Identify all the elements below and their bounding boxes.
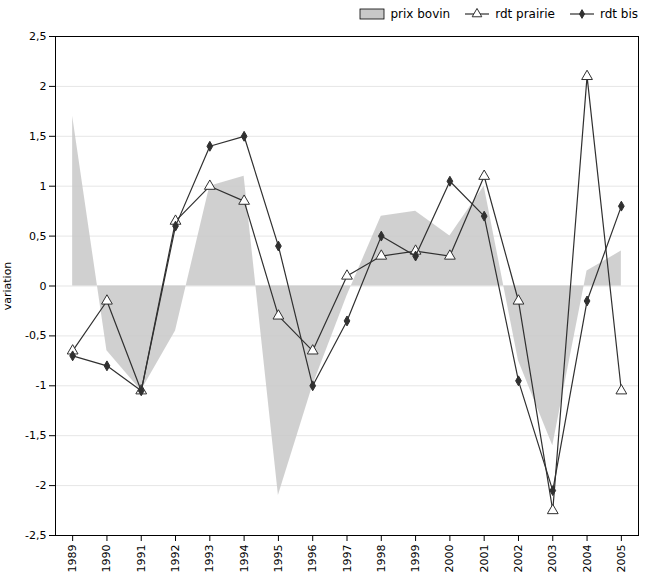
svg-text:1992: 1992 xyxy=(169,545,182,573)
svg-text:1,5: 1,5 xyxy=(29,130,47,143)
svg-text:2,5: 2,5 xyxy=(29,30,47,43)
svg-text:-2: -2 xyxy=(36,479,47,492)
svg-text:variation: variation xyxy=(1,262,14,311)
svg-text:1998: 1998 xyxy=(375,545,388,573)
svg-text:2001: 2001 xyxy=(478,545,491,573)
svg-text:1993: 1993 xyxy=(203,545,216,573)
svg-text:-0,5: -0,5 xyxy=(25,329,46,342)
svg-text:1996: 1996 xyxy=(306,545,319,573)
svg-text:2004: 2004 xyxy=(581,545,594,573)
svg-text:2000: 2000 xyxy=(443,545,456,573)
svg-text:-2,5: -2,5 xyxy=(25,529,46,542)
svg-text:1989: 1989 xyxy=(66,545,79,573)
svg-text:2005: 2005 xyxy=(615,545,628,573)
svg-text:1991: 1991 xyxy=(135,545,148,573)
svg-text:0,5: 0,5 xyxy=(29,230,47,243)
svg-text:-1: -1 xyxy=(36,379,47,392)
svg-text:0: 0 xyxy=(40,280,47,293)
html-text:prix bovin: prix bovin xyxy=(390,7,451,21)
svg-text:1999: 1999 xyxy=(409,545,422,573)
svg-text:-1,5: -1,5 xyxy=(25,429,46,442)
svg-text:1997: 1997 xyxy=(341,545,354,573)
html-text:rdt bis: rdt bis xyxy=(599,7,638,21)
svg-text:1: 1 xyxy=(40,180,47,193)
svg-text:2003: 2003 xyxy=(546,545,559,573)
svg-text:2002: 2002 xyxy=(512,545,525,573)
svg-text:1990: 1990 xyxy=(100,545,113,573)
svg-text:1994: 1994 xyxy=(238,545,251,573)
svg-text:2: 2 xyxy=(40,80,47,93)
html-text:rdt prairie: rdt prairie xyxy=(495,7,555,21)
svg-text:1995: 1995 xyxy=(272,545,285,573)
